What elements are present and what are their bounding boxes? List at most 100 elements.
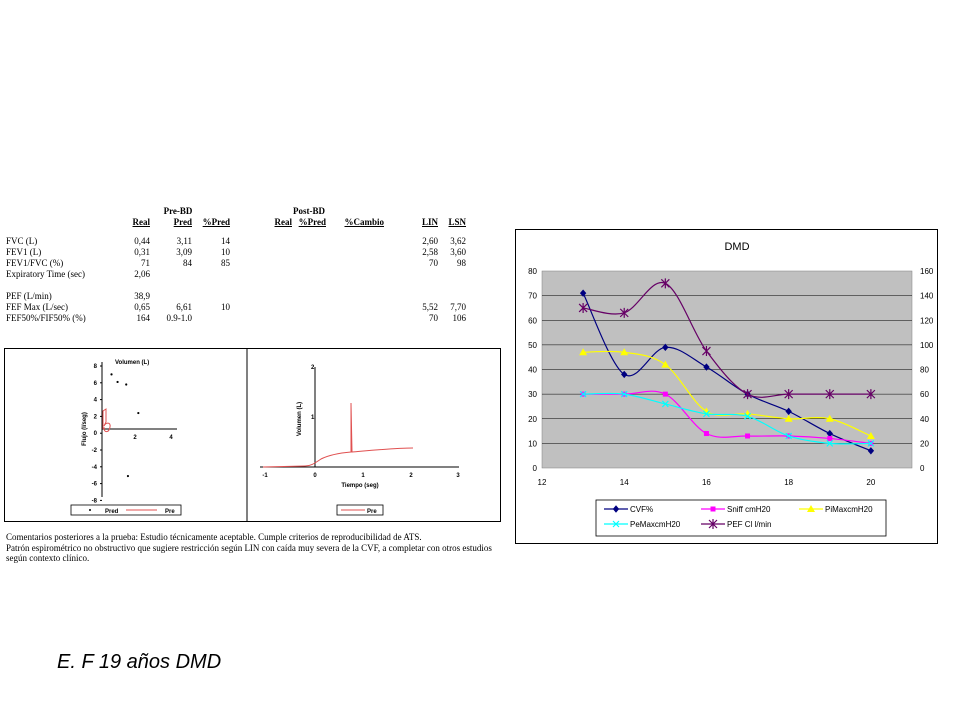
series-line — [583, 350, 872, 437]
comment-line: Comentarios posteriores a la prueba: Est… — [6, 532, 422, 542]
chart-legend — [595, 499, 887, 537]
legend-marker — [708, 519, 718, 529]
data-point — [661, 360, 670, 368]
cell-real: 38,9 — [134, 291, 150, 301]
cell-post-real — [232, 313, 294, 324]
y-tick-label: 70 — [528, 292, 537, 301]
col-header: Real — [132, 217, 151, 227]
data-point — [825, 389, 835, 400]
legend-label: PEF Cl l/min — [727, 520, 771, 529]
cell-post-pct — [294, 258, 328, 269]
fv-ytick: 6 — [94, 381, 98, 387]
cell-lin: 70 — [429, 258, 438, 268]
cell-lin — [386, 269, 440, 280]
cell-lin: 2,60 — [422, 236, 438, 246]
legend-label: Sniff cmH20 — [727, 505, 771, 514]
row-label: FVC (L) — [6, 236, 38, 246]
cell-pct-pred — [194, 291, 232, 302]
spirometry-row: FEF Max (L/sec) 0,65 6,61 10 5,52 7,70 — [4, 302, 468, 313]
series-line — [583, 390, 871, 444]
legend-marker — [612, 505, 620, 513]
row-label: FEV1 (L) — [6, 247, 42, 257]
fv-pre-curve — [102, 408, 111, 433]
series-group — [579, 390, 875, 447]
x-tick-label: 20 — [866, 478, 875, 487]
x-tick-label: 14 — [620, 478, 629, 487]
legend-label: PeMaxcmH20 — [630, 520, 681, 529]
cell-lsn — [440, 291, 468, 302]
cell-pct-pred: 10 — [221, 302, 230, 312]
y2-tick-label: 80 — [920, 366, 929, 375]
cell-post-pct — [294, 247, 328, 258]
vt-legend-pre: Pre — [367, 509, 377, 515]
fv-ytick: 0 — [94, 431, 98, 437]
cell-post-pct — [294, 236, 328, 247]
fv-legend-pred: Pred — [105, 509, 119, 515]
data-point — [826, 439, 834, 447]
cell-pred: 6,61 — [176, 302, 192, 312]
spirometry-row: Expiratory Time (sec) 2,06 — [4, 269, 468, 280]
caption: E. F 19 años DMD — [57, 651, 222, 673]
legend-marker — [710, 506, 716, 512]
cell-pred — [152, 291, 194, 302]
vt-pre-curve — [262, 402, 414, 468]
cell-pred: 3,11 — [176, 236, 192, 246]
vt-xlabel: Tiempo (seg) — [341, 483, 378, 489]
cell-lin — [386, 280, 440, 291]
fv-pred-point — [110, 373, 113, 376]
data-point — [866, 389, 876, 400]
data-point — [827, 435, 833, 441]
y-tick-label: 30 — [528, 390, 537, 399]
y-tick-label: 80 — [528, 267, 537, 276]
cell-post-pct — [294, 302, 328, 313]
row-label: FEF Max (L/sec) — [6, 302, 68, 312]
cell-real: 164 — [136, 313, 151, 323]
post-bd-header: Post-BD — [293, 206, 325, 216]
cell-post-pct — [294, 291, 328, 302]
y-tick-label: 50 — [528, 341, 537, 350]
comments: Comentarios posteriores a la prueba: Est… — [6, 532, 506, 564]
data-point — [743, 389, 752, 400]
cell-real: 2,06 — [134, 269, 150, 279]
spirometry-row: PEF (L/min) 38,9 — [4, 291, 468, 302]
cell-cambio — [328, 236, 386, 247]
cell-post-pct — [294, 269, 328, 280]
dmd-chart-svg: DMD 0 10 20 30 40 50 60 70 80 0 20 40 60 80 100 120 140 1… — [528, 241, 934, 537]
data-point — [662, 391, 668, 397]
fv-ytick: -4 — [92, 465, 98, 471]
fv-ytick: 8 — [94, 364, 98, 370]
spirometry-graphs: Volumen (L) Flujo (l/seg) 8 6 4 2 0 -2 -4 -6 -8 … — [4, 348, 501, 522]
cell-lin: 2,58 — [422, 247, 438, 257]
y-tick-label: 20 — [528, 415, 537, 424]
fv-xtick: 4 — [169, 435, 173, 441]
col-header: %Cambio — [344, 217, 384, 227]
cell-lsn — [440, 280, 468, 291]
spirometry-row — [4, 280, 468, 291]
spirometry-table: Pre-BD Post-BD Real Pred %Pred Real %Pre… — [4, 206, 468, 324]
data-point — [784, 389, 794, 400]
fv-ytick: 4 — [94, 398, 98, 404]
cell-post-real — [232, 291, 294, 302]
cell-real — [124, 280, 152, 291]
cell-post-real — [232, 258, 294, 269]
spirometry-row: FVC (L) 0,44 3,11 14 2,60 3,62 — [4, 236, 468, 247]
cell-post-real — [232, 236, 294, 247]
col-header: Real — [274, 217, 293, 227]
fv-pred-point — [116, 380, 119, 384]
vt-xtick: 0 — [313, 473, 317, 479]
fv-ytick: -2 — [92, 448, 98, 454]
chart-title: DMD — [724, 241, 749, 253]
cell-post-pct — [294, 313, 328, 324]
data-point — [866, 431, 875, 439]
y2-tick-label: 0 — [920, 464, 925, 473]
row-label: Expiratory Time (sec) — [6, 269, 85, 279]
y2-tick-label: 120 — [920, 316, 934, 325]
y2-tick-label: 20 — [920, 439, 929, 448]
col-header: Pred — [173, 217, 192, 227]
cell-lsn: 3,60 — [450, 247, 466, 257]
col-header: %Pred — [298, 217, 326, 227]
data-point — [619, 307, 629, 318]
spirometry-row: FEF50%/FIF50% (%) 164 0.9-1.0 70 106 — [4, 313, 468, 324]
pre-bd-header: Pre-BD — [163, 206, 193, 216]
cell-cambio — [328, 291, 386, 302]
